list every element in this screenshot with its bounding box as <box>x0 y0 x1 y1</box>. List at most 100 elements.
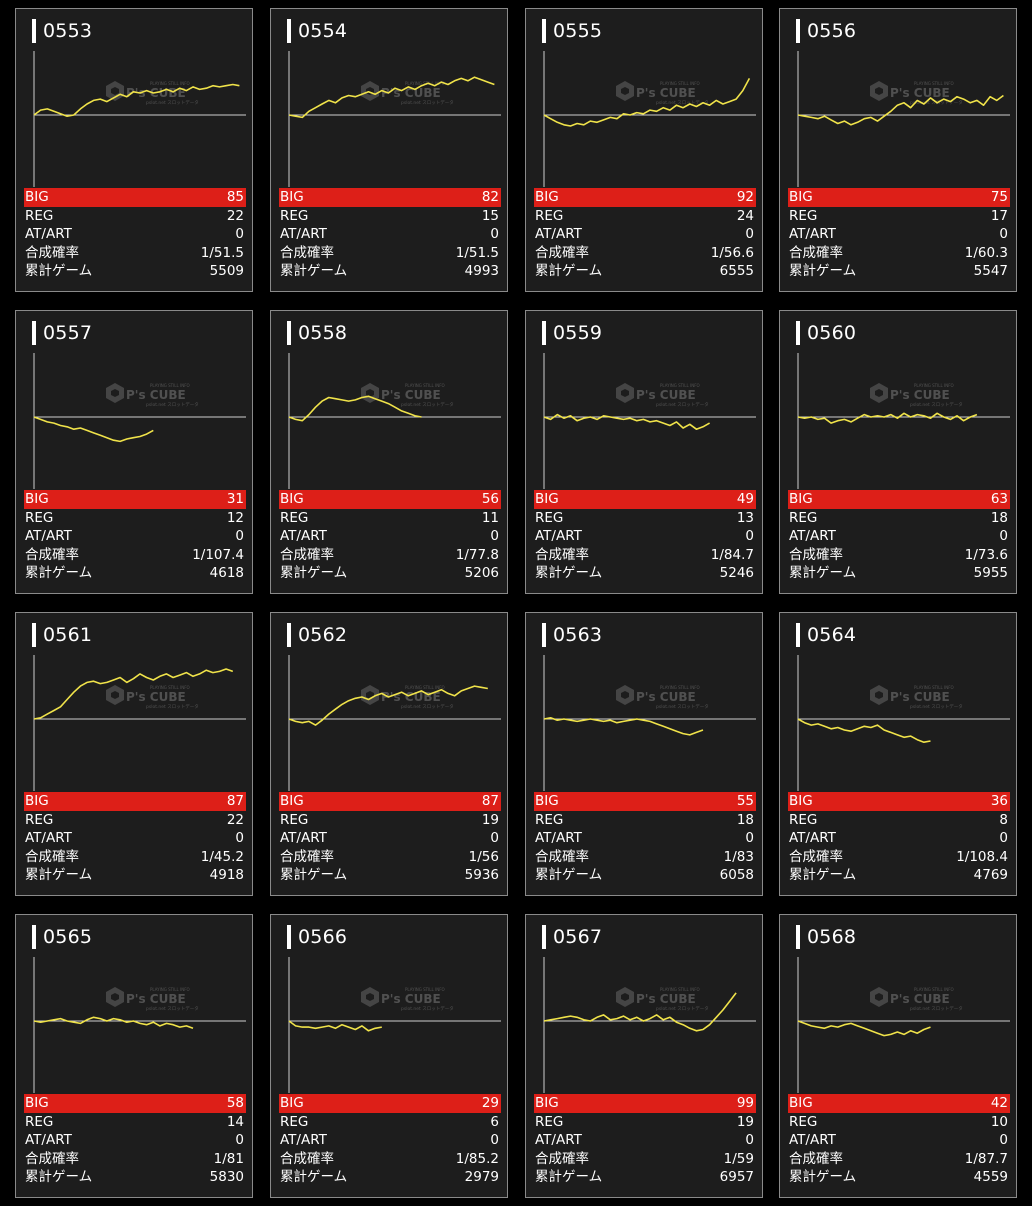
reg-row: REG 12 <box>24 509 246 528</box>
machine-card[interactable]: 0553 PLAYING STILL INFO P's CUBE pslot.net … <box>15 8 253 292</box>
stats-table: BIG 31 REG 12 AT/ART 0 合成確率 1/107.4 累計ゲーム 4618 <box>24 490 246 583</box>
machine-title: 0560 <box>796 321 856 345</box>
machine-card[interactable]: 0564 PLAYING STILL INFO P's CUBE pslot.net … <box>779 612 1017 896</box>
machine-number: 0563 <box>553 624 603 646</box>
atart-label: AT/ART <box>25 1132 72 1149</box>
big-label: BIG <box>535 1095 559 1111</box>
machine-card[interactable]: 0558 PLAYING STILL INFO P's CUBE pslot.net … <box>270 310 508 594</box>
atart-value: 0 <box>490 830 499 847</box>
machine-title: 0557 <box>32 321 92 345</box>
big-row: BIG 56 <box>279 490 501 509</box>
big-row: BIG 42 <box>788 1094 1010 1113</box>
total-games-row: 累計ゲーム 4993 <box>279 262 501 281</box>
trend-line <box>543 78 751 127</box>
total-games-row: 累計ゲーム 5509 <box>24 262 246 281</box>
games-label: 累計ゲーム <box>789 867 857 884</box>
trend-line <box>543 413 710 430</box>
machine-card[interactable]: 0567 PLAYING STILL INFO P's CUBE pslot.net … <box>525 914 763 1198</box>
big-value: 58 <box>226 1095 244 1111</box>
pscube-logo-icon <box>106 81 124 101</box>
pscube-logo-inner <box>875 691 883 699</box>
atart-label: AT/ART <box>789 830 836 847</box>
title-marker-bar <box>542 623 546 647</box>
atart-row: AT/ART 0 <box>279 829 501 848</box>
machine-card[interactable]: 0568 PLAYING STILL INFO P's CUBE pslot.net … <box>779 914 1017 1198</box>
machine-card[interactable]: 0559 PLAYING STILL INFO P's CUBE pslot.net … <box>525 310 763 594</box>
big-row: BIG 31 <box>24 490 246 509</box>
machine-card[interactable]: 0560 PLAYING STILL INFO P's CUBE pslot.net … <box>779 310 1017 594</box>
machine-title: 0555 <box>542 19 602 43</box>
machine-number: 0559 <box>553 322 603 344</box>
reg-value: 18 <box>990 509 1008 526</box>
combined-probability-row: 合成確率 1/107.4 <box>24 546 246 565</box>
atart-label: AT/ART <box>535 1132 582 1149</box>
atart-value: 0 <box>999 830 1008 847</box>
atart-label: AT/ART <box>789 1132 836 1149</box>
total-games-row: 累計ゲーム 4769 <box>788 866 1010 885</box>
stats-table: BIG 49 REG 13 AT/ART 0 合成確率 1/84.7 累計ゲーム 5246 <box>534 490 756 583</box>
reg-label: REG <box>789 1113 818 1130</box>
games-label: 累計ゲーム <box>789 263 857 280</box>
watermark-brand-text: P's CUBE <box>636 388 696 402</box>
atart-row: AT/ART 0 <box>534 1131 756 1150</box>
atart-value: 0 <box>999 1132 1008 1149</box>
machine-card[interactable]: 0555 PLAYING STILL INFO P's CUBE pslot.net … <box>525 8 763 292</box>
total-games-row: 累計ゲーム 5246 <box>534 564 756 583</box>
title-marker-bar <box>542 321 546 345</box>
combined-value: 1/73.6 <box>964 546 1008 563</box>
machine-card[interactable]: 0563 PLAYING STILL INFO P's CUBE pslot.net … <box>525 612 763 896</box>
watermark-bottom-text: pslot.net スロットデータ <box>401 703 454 710</box>
games-value: 4769 <box>973 867 1008 884</box>
reg-label: REG <box>535 811 564 828</box>
big-label: BIG <box>789 189 813 205</box>
machine-card[interactable]: 0566 PLAYING STILL INFO P's CUBE pslot.net … <box>270 914 508 1198</box>
machine-card[interactable]: 0554 PLAYING STILL INFO P's CUBE pslot.net … <box>270 8 508 292</box>
machine-card[interactable]: 0557 PLAYING STILL INFO P's CUBE pslot.net … <box>15 310 253 594</box>
big-value: 29 <box>481 1095 499 1111</box>
pscube-logo-icon <box>616 383 634 403</box>
big-value: 36 <box>990 793 1008 809</box>
big-label: BIG <box>25 491 49 507</box>
big-label: BIG <box>789 793 813 809</box>
atart-value: 0 <box>235 1132 244 1149</box>
machine-title: 0558 <box>287 321 347 345</box>
atart-row: AT/ART 0 <box>788 829 1010 848</box>
title-marker-bar <box>796 321 800 345</box>
watermark-top-text: PLAYING STILL INFO <box>150 685 190 690</box>
machine-card[interactable]: 0561 PLAYING STILL INFO P's CUBE pslot.net … <box>15 612 253 896</box>
machine-title: 0568 <box>796 925 856 949</box>
big-value: 56 <box>481 491 499 507</box>
machine-card[interactable]: 0562 PLAYING STILL INFO P's CUBE pslot.net … <box>270 612 508 896</box>
stats-table: BIG 29 REG 6 AT/ART 0 合成確率 1/85.2 累計ゲーム 2979 <box>279 1094 501 1187</box>
total-games-row: 累計ゲーム 6058 <box>534 866 756 885</box>
atart-row: AT/ART 0 <box>24 527 246 546</box>
watermark-top-text: PLAYING STILL INFO <box>914 685 954 690</box>
stats-table: BIG 55 REG 18 AT/ART 0 合成確率 1/83 累計ゲーム 6058 <box>534 792 756 885</box>
machine-number: 0564 <box>807 624 857 646</box>
stats-table: BIG 56 REG 11 AT/ART 0 合成確率 1/77.8 累計ゲーム 5206 <box>279 490 501 583</box>
stats-table: BIG 85 REG 22 AT/ART 0 合成確率 1/51.5 累計ゲーム 5509 <box>24 188 246 281</box>
combined-label: 合成確率 <box>789 546 843 563</box>
machine-card[interactable]: 0556 PLAYING STILL INFO P's CUBE pslot.net … <box>779 8 1017 292</box>
title-marker-bar <box>287 19 291 43</box>
machine-title: 0553 <box>32 19 92 43</box>
atart-value: 0 <box>745 1132 754 1149</box>
reg-row: REG 24 <box>534 207 756 226</box>
games-value: 5936 <box>464 867 499 884</box>
machine-card[interactable]: 0565 PLAYING STILL INFO P's CUBE pslot.net … <box>15 914 253 1198</box>
combined-value: 1/56.6 <box>710 244 754 261</box>
pscube-logo-inner <box>875 389 883 397</box>
stats-table: BIG 63 REG 18 AT/ART 0 合成確率 1/73.6 累計ゲーム 5955 <box>788 490 1010 583</box>
atart-value: 0 <box>490 226 499 243</box>
atart-label: AT/ART <box>25 226 72 243</box>
pscube-logo-icon <box>870 81 888 101</box>
